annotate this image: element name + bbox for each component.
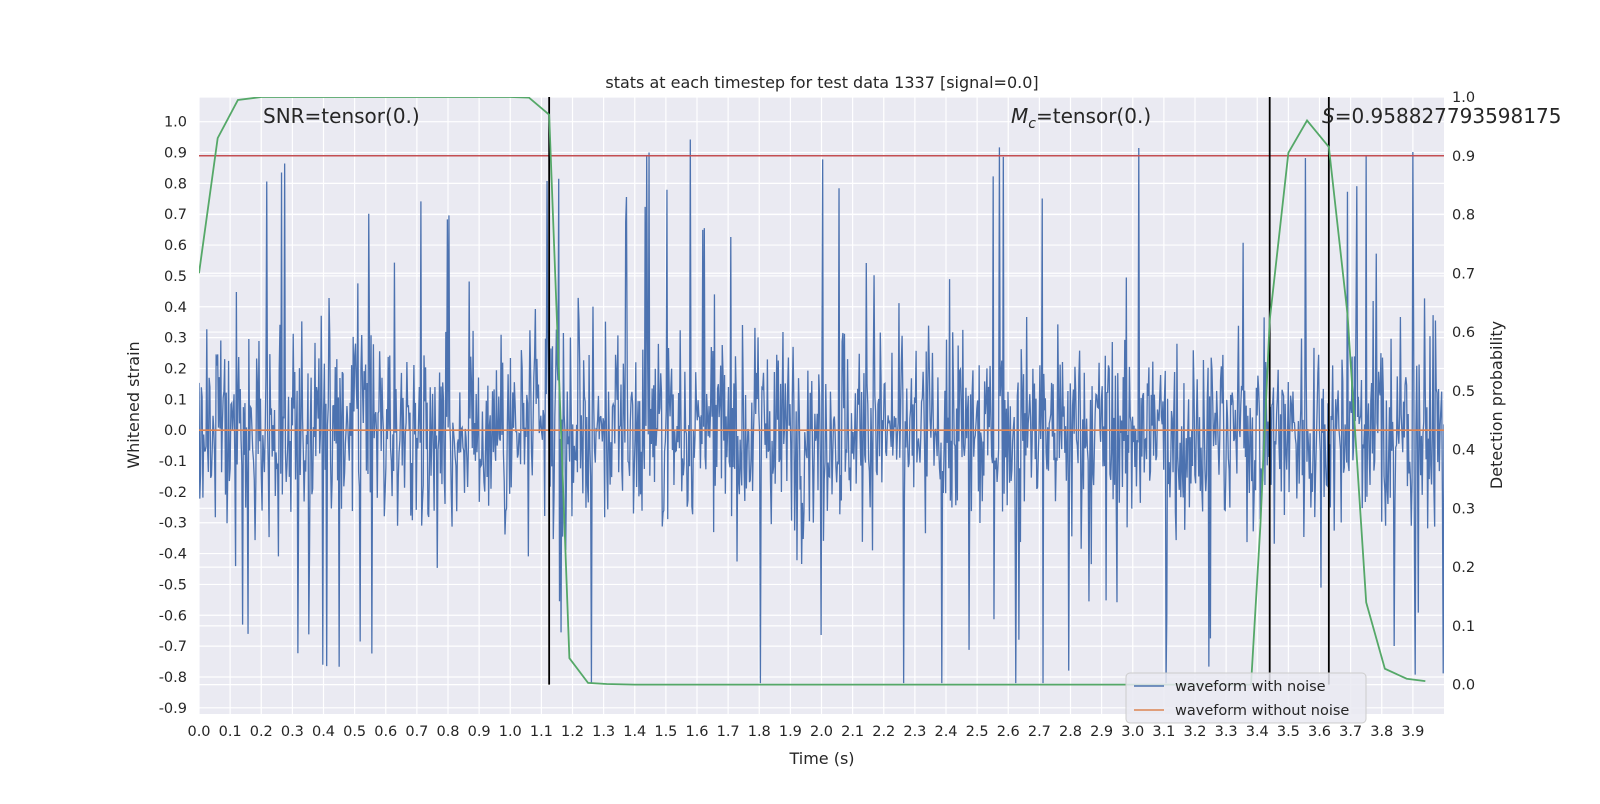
y2-tick-label: 0.0	[1452, 678, 1475, 694]
s-annotation: S=0.958827793598175	[1322, 104, 1561, 128]
y-tick-label: -0.7	[159, 639, 187, 655]
detection-probability-curve	[199, 97, 1426, 686]
y-tick-label: -0.9	[159, 701, 187, 717]
x-tick-label: 3.8	[1370, 724, 1393, 740]
y-tick-label: 0.3	[164, 331, 187, 347]
x-tick-label: 2.4	[934, 724, 957, 740]
x-tick-label: 1.0	[499, 724, 522, 740]
y2-tick-label: 0.4	[1452, 443, 1475, 459]
x-tick-label: 1.3	[592, 724, 615, 740]
chart-title: stats at each timestep for test data 133…	[605, 73, 1038, 92]
y-tick-label: 0.5	[164, 269, 187, 285]
y-tick-label: 1.0	[164, 115, 187, 131]
x-tick-label: 0.6	[374, 724, 397, 740]
x-tick-labels: 0.0 0.1 0.2 0.3 0.4 0.5 0.6 0.7 0.8 0.9 1.0 1.1 1.2 1…	[187, 724, 1424, 740]
x-tick-label: 1.5	[654, 724, 677, 740]
x-tick-label: 0.2	[250, 724, 273, 740]
y2-axis-label: Detection probability	[1487, 321, 1506, 489]
mc-subscript: c	[1028, 116, 1036, 132]
x-tick-label: 2.7	[1028, 724, 1051, 740]
y2-tick-label: 1.0	[1452, 90, 1475, 106]
x-tick-label: 1.7	[717, 724, 740, 740]
y2-tick-label: 0.8	[1452, 208, 1475, 224]
x-tick-label: 2.3	[903, 724, 926, 740]
y2-tick-label: 0.1	[1452, 619, 1475, 635]
legend-box	[1125, 672, 1367, 724]
y2-tick-labels: 1.0 0.9 0.8 0.7 0.6 0.5 0.4 0.3 0.2 0.1 0.0	[1452, 90, 1475, 694]
y-axis-label: Whitened strain	[124, 341, 143, 468]
x-tick-label: 1.9	[779, 724, 802, 740]
snr-annotation: SNR=tensor(0.)	[263, 104, 420, 128]
x-tick-label: 1.2	[561, 724, 584, 740]
legend: waveform with noise waveform without noi…	[1125, 672, 1367, 724]
x-tick-label: 3.9	[1401, 724, 1424, 740]
x-tick-label: 2.5	[966, 724, 989, 740]
y-tick-label: 0.7	[164, 207, 187, 223]
y-tick-label: -0.5	[159, 577, 187, 593]
y-tick-labels: 1.0 0.9 0.8 0.7 0.6 0.5 0.4 0.3 0.2 0.1 0.0 -0.1 -0.…	[159, 115, 187, 717]
y-tick-label: -0.8	[159, 670, 187, 686]
x-tick-label: 3.7	[1339, 724, 1362, 740]
x-tick-label: 2.9	[1090, 724, 1113, 740]
y-tick-label: 0.1	[164, 392, 187, 408]
y2-tick-label: 0.2	[1452, 560, 1475, 576]
x-tick-label: 0.4	[312, 724, 335, 740]
y-tick-label: 0.9	[164, 146, 187, 162]
x-tick-label: 3.6	[1308, 724, 1331, 740]
x-tick-label: 2.8	[1059, 724, 1082, 740]
x-axis-label: Time (s)	[788, 749, 854, 768]
y-tick-label: 0.6	[164, 238, 187, 254]
x-tick-label: 0.9	[468, 724, 491, 740]
x-tick-label: 3.2	[1183, 724, 1206, 740]
x-tick-label: 2.2	[872, 724, 895, 740]
x-tick-label: 3.0	[1121, 724, 1144, 740]
y2-tick-label: 0.5	[1452, 384, 1475, 400]
x-tick-label: 0.1	[219, 724, 242, 740]
x-tick-label: 1.8	[748, 724, 771, 740]
x-tick-label: 3.3	[1215, 724, 1238, 740]
x-tick-label: 0.3	[281, 724, 304, 740]
series-layer	[199, 97, 1444, 686]
y-tick-label: -0.6	[159, 608, 187, 624]
mc-value: =tensor(0.)	[1036, 104, 1151, 128]
y-tick-label: -0.4	[159, 547, 187, 563]
x-tick-label: 0.5	[343, 724, 366, 740]
y-tick-label: 0.2	[164, 361, 187, 377]
y-tick-label: 0.0	[164, 423, 187, 439]
y2-tick-label: 0.7	[1452, 266, 1475, 282]
y2-tick-label: 0.3	[1452, 501, 1475, 517]
y2-tick-label: 0.6	[1452, 325, 1475, 341]
x-tick-label: 2.0	[810, 724, 833, 740]
series-waveform-with-noise	[199, 139, 1444, 684]
y2-tick-label: 0.9	[1452, 149, 1475, 165]
x-tick-label: 2.1	[841, 724, 864, 740]
x-tick-label: 1.6	[685, 724, 708, 740]
mc-symbol: M	[1011, 104, 1028, 128]
x-tick-label: 0.8	[436, 724, 459, 740]
x-tick-label: 1.4	[623, 724, 646, 740]
x-tick-label: 1.1	[530, 724, 553, 740]
mc-annotation: Mc=tensor(0.)	[1011, 104, 1151, 132]
x-tick-label: 3.1	[1152, 724, 1175, 740]
x-tick-label: 2.6	[997, 724, 1020, 740]
y-tick-label: 0.8	[164, 176, 187, 192]
y-tick-label: -0.3	[159, 516, 187, 532]
y-tick-label: -0.1	[159, 454, 187, 470]
y-tick-label: 0.4	[164, 300, 187, 316]
y-tick-label: -0.2	[159, 485, 187, 501]
legend-label-noise: waveform with noise	[1175, 679, 1326, 695]
x-tick-label: 3.5	[1277, 724, 1300, 740]
x-tick-label: 0.0	[187, 724, 210, 740]
legend-label-clean: waveform without noise	[1175, 703, 1349, 719]
x-tick-label: 3.4	[1246, 724, 1269, 740]
s-value: =0.958827793598175	[1335, 104, 1562, 128]
s-symbol: S	[1322, 104, 1335, 128]
x-tick-label: 0.7	[405, 724, 428, 740]
